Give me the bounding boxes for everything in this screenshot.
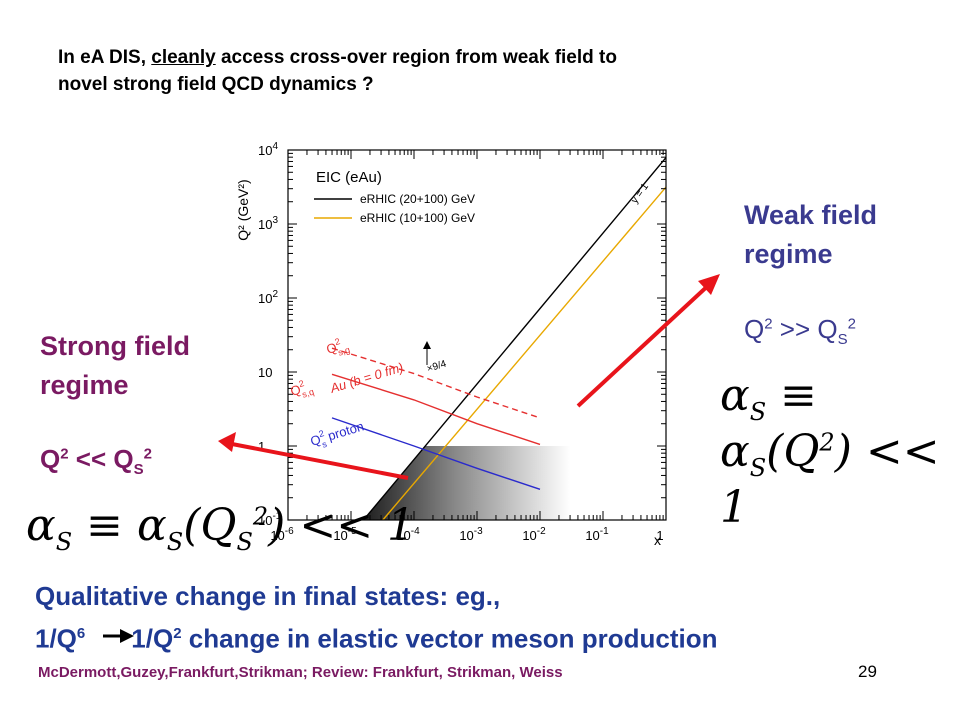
saturation-shaded-region bbox=[363, 446, 571, 520]
y-tick-label-1: 1 bbox=[258, 439, 265, 454]
qsq-label: Q2s,q bbox=[288, 376, 315, 403]
series-line-3 bbox=[331, 373, 541, 446]
y-tick-label-5: 104 bbox=[258, 141, 278, 158]
x-tick-label-0: 10-6 bbox=[270, 526, 294, 543]
change-arrow-head bbox=[120, 629, 134, 643]
y-tick-label-0: 10-1 bbox=[258, 511, 282, 528]
legend-label-black: eRHIC (20+100) GeV bbox=[360, 192, 475, 206]
series-line-2 bbox=[331, 347, 541, 419]
y-tick-label-3: 102 bbox=[258, 289, 278, 306]
weak-regime-heading: Weak field regime bbox=[744, 196, 877, 274]
x-tick-label-1: 10-5 bbox=[333, 526, 357, 543]
title-text-b: access cross-over region from weak field… bbox=[215, 47, 617, 68]
strong-arrow-head bbox=[218, 432, 236, 452]
strong-relation: Q2 << QS2 bbox=[40, 444, 152, 479]
chart-title: EIC (eAu) bbox=[316, 169, 382, 186]
title-text-a: In eA DIS, bbox=[58, 47, 152, 68]
x-tick-label-2: 10-4 bbox=[396, 526, 420, 543]
strong-alpha-formula: αS ≡ αS(QS2) << 1 bbox=[26, 500, 416, 556]
strong-arrow-line bbox=[231, 442, 409, 480]
legend-label-yellow: eRHIC (10+100) GeV bbox=[360, 211, 475, 225]
conclusion-text: Qualitative change in final states: eg.,… bbox=[35, 578, 935, 658]
series-line-0 bbox=[362, 157, 667, 521]
y-tick-label-4: 103 bbox=[258, 215, 278, 232]
x-tick-label-6: 1 bbox=[656, 528, 663, 543]
conclusion-line1: Qualitative change in final states: eg., bbox=[35, 581, 501, 611]
saturation-chart: 10-6 10-5 10-4 10-3 10-2 10-1 1 10-1 1 10 102 103 1… bbox=[235, 141, 667, 548]
conclusion-line2: 1/Q6 1/Q2 change in elastic vector meson … bbox=[35, 623, 718, 654]
x-axis-label: x bbox=[654, 532, 661, 548]
weak-regime-line2: regime bbox=[744, 239, 833, 269]
y-tick-label-2: 10 bbox=[258, 365, 272, 380]
strong-regime-line1: Strong field bbox=[40, 331, 190, 361]
weak-alpha-formula: αS ≡ αS(Q2) << 1 bbox=[720, 370, 940, 533]
y-axis-label: Q² (GeV²) bbox=[235, 179, 251, 240]
series-line-4 bbox=[331, 417, 541, 490]
title-text-underlined: cleanly bbox=[151, 47, 216, 68]
series-line-1 bbox=[382, 186, 667, 521]
factor-arrow-head bbox=[423, 341, 431, 349]
x-tick-label-4: 10-2 bbox=[522, 526, 546, 543]
page-number: 29 bbox=[858, 662, 877, 681]
qsg-label: Q2s,g bbox=[324, 334, 351, 361]
strong-regime-line2: regime bbox=[40, 370, 129, 400]
references: McDermott,Guzey,Frankfurt,Strikman; Revi… bbox=[38, 664, 563, 681]
slide-title: In eA DIS, cleanly access cross-over reg… bbox=[58, 44, 898, 98]
title-text-line2: novel strong field QCD dynamics ? bbox=[58, 74, 374, 95]
weak-relation: Q2 >> QS2 bbox=[744, 314, 856, 349]
x-tick-label-3: 10-3 bbox=[459, 526, 483, 543]
weak-arrow-head bbox=[698, 274, 720, 295]
weak-regime-line1: Weak field bbox=[744, 200, 878, 230]
strong-regime-heading: Strong field regime bbox=[40, 327, 190, 405]
x-tick-label-5: 10-1 bbox=[585, 526, 609, 543]
weak-arrow-line bbox=[576, 280, 714, 408]
